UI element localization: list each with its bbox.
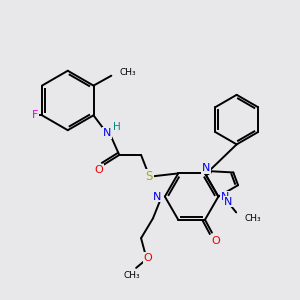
Text: N: N [202,164,210,173]
Text: N: N [224,196,232,206]
Text: CH₃: CH₃ [119,68,136,77]
Text: N: N [221,192,230,202]
Text: N: N [153,192,161,202]
Text: CH₃: CH₃ [244,214,261,223]
Text: F: F [32,110,38,120]
Text: N: N [103,128,112,138]
Text: S: S [145,170,153,183]
Text: O: O [144,253,152,263]
Text: O: O [212,236,220,245]
Text: CH₃: CH₃ [124,271,140,280]
Text: O: O [94,165,103,175]
Text: H: H [113,122,121,132]
